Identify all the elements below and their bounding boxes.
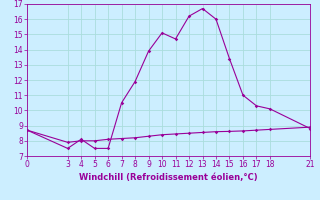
X-axis label: Windchill (Refroidissement éolien,°C): Windchill (Refroidissement éolien,°C) — [79, 173, 258, 182]
